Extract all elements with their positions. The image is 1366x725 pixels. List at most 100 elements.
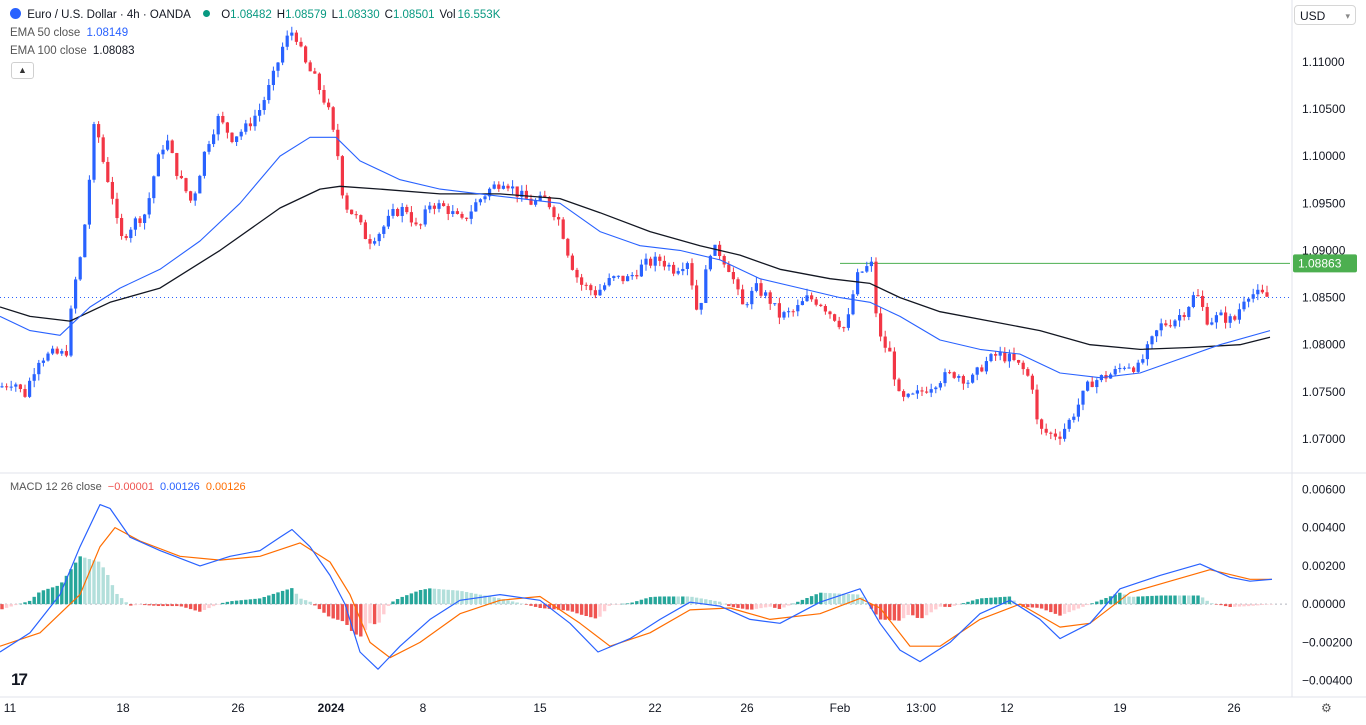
macd-histogram-bar [129, 604, 133, 606]
macd-histogram-bar [1053, 604, 1058, 614]
macd-pane[interactable] [0, 504, 1290, 670]
candle-body [943, 372, 947, 384]
macd-histogram-bar [55, 585, 59, 605]
candle-body [722, 256, 726, 265]
price-axis-tick: 1.11000 [1302, 55, 1345, 69]
candle-body [276, 62, 280, 71]
candle-body [391, 209, 395, 216]
macd-histogram-bar [966, 601, 970, 605]
candle-body [1086, 381, 1090, 391]
candle-body [331, 107, 335, 130]
macd-histogram-bar [1003, 596, 1007, 605]
candle-body [253, 115, 257, 127]
candle-body [469, 211, 473, 219]
candle-body [340, 156, 344, 196]
currency-select[interactable]: USD ▾ [1294, 5, 1356, 25]
candle-body [129, 229, 133, 239]
macd-histogram-bar [533, 604, 538, 607]
macd-histogram-bar [336, 604, 340, 620]
candle-body [400, 206, 404, 216]
candle-body [437, 203, 441, 209]
ema100-line [0, 185, 1271, 351]
macd-histogram-bar [566, 604, 570, 611]
macd-histogram-bar [1035, 604, 1039, 608]
macd-histogram-bar [244, 599, 248, 605]
macd-histogram-bar [924, 604, 929, 616]
macd-histogram-bar [980, 598, 984, 605]
candle-body [262, 100, 266, 111]
candle-body [630, 275, 634, 277]
macd-signal-line [0, 526, 1272, 659]
macd-histogram-bar [717, 601, 722, 605]
candle-body [649, 258, 653, 266]
ema50-legend[interactable]: EMA 50 close 1.08149 [10, 27, 131, 39]
candle-body [506, 185, 510, 189]
macd-histogram-bar [50, 587, 55, 605]
macd-histogram-bar [257, 598, 262, 605]
candle-body [78, 257, 82, 280]
ohlc-key-vol: Vol [439, 9, 456, 21]
candle-body [1256, 289, 1260, 295]
candle-body [1224, 312, 1228, 323]
macd-histogram-bar [340, 604, 345, 622]
macd-histogram-bar [405, 595, 409, 605]
price-axis-tick: 1.09500 [1302, 196, 1346, 210]
price-axis-tick: 1.08500 [1302, 291, 1346, 305]
macd-histogram-bar [938, 604, 943, 607]
candle-body [1095, 380, 1099, 388]
tradingview-logo[interactable]: 17 [11, 670, 28, 689]
macd-legend[interactable]: MACD 12 26 close −0.00001 0.00126 0.0012… [10, 481, 249, 493]
macd-histogram-bar [303, 600, 308, 605]
macd-histogram-bar [1223, 604, 1228, 607]
macd-histogram-bar [395, 599, 400, 605]
macd-axis-tick: −0.00400 [1302, 674, 1353, 688]
time-axis-tick: 26 [740, 701, 754, 715]
ema50-line [0, 136, 1271, 379]
macd-histogram-bar [1150, 595, 1154, 605]
symbol-logo-icon [10, 8, 21, 19]
candle-body [957, 376, 961, 378]
macd-histogram-bar [1145, 596, 1150, 605]
macd-histogram-bar [851, 594, 855, 605]
candle-body [1228, 316, 1232, 323]
symbol-title[interactable]: Euro / U.S. Dollar · 4h · OANDA [27, 9, 191, 21]
candle-body [1237, 309, 1241, 320]
candle-body [317, 73, 321, 90]
candle-body [497, 184, 501, 189]
candle-body [561, 219, 565, 239]
time-axis-tick: 22 [648, 701, 662, 715]
chart-header: Euro / U.S. Dollar · 4h · OANDA O1.08482… [10, 8, 508, 21]
candle-body [777, 303, 781, 318]
candle-body [704, 269, 708, 303]
collapse-legend-button[interactable]: ▲ [11, 62, 34, 79]
ema100-legend[interactable]: EMA 100 close 1.08083 [10, 45, 138, 57]
settings-gear-icon[interactable]: ⚙ [1321, 701, 1332, 715]
candle-body [934, 387, 938, 390]
candle-body [175, 153, 179, 176]
price-pane[interactable]: 1.08863 [0, 26, 1357, 445]
candle-body [396, 209, 400, 216]
candle-body [915, 390, 919, 394]
macd-histogram-bar [225, 601, 230, 605]
macd-histogram-bar [1113, 594, 1117, 605]
macd-histogram-bar [1026, 604, 1030, 608]
candle-body [828, 311, 832, 315]
macd-histogram-bar [713, 600, 717, 605]
macd-histogram-bar [1099, 599, 1104, 605]
macd-histogram-bar [1205, 600, 1209, 605]
candle-body [897, 379, 901, 392]
candle-body [980, 367, 984, 372]
candle-body [589, 285, 593, 291]
candle-body [575, 269, 579, 278]
macd-histogram-bar [41, 590, 46, 605]
macd-histogram-bar [1154, 595, 1159, 605]
macd-histogram-bar [823, 592, 828, 605]
macd-histogram-bar [1030, 604, 1035, 608]
macd-histogram-bar [165, 604, 170, 607]
macd-histogram-bar [96, 561, 101, 605]
macd-histogram-bar [612, 604, 616, 605]
candle-body [101, 137, 105, 162]
candle-body [478, 199, 482, 203]
ohlc-readout: O1.08482 H1.08579 L1.08330 C1.08501 Vol 16.55… [221, 9, 505, 21]
